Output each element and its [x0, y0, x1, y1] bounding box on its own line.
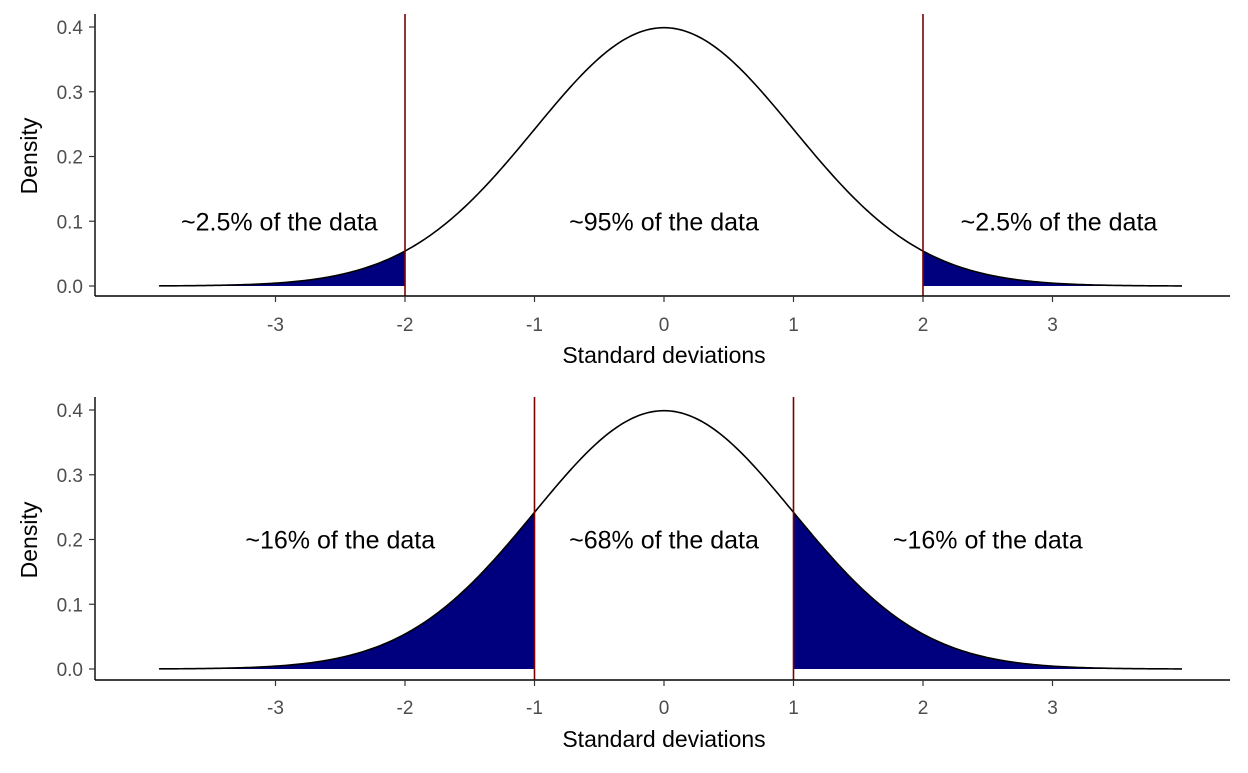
- region-annotation: ~16% of the data: [245, 527, 435, 555]
- density-curve: [158, 26, 1182, 287]
- chart-panel-1: -3 -2 -1 0 1 2 3 0.0 0.1 0.2 0.3 0.4 Standard deviat…: [16, 14, 1230, 368]
- x-tick-label: -3: [267, 698, 284, 719]
- region-annotation: ~2.5% of the data: [181, 208, 378, 236]
- y-tick-label: 0.0: [57, 660, 83, 681]
- x-axis-title: Standard deviations: [562, 342, 765, 368]
- x-tick-label: -3: [267, 315, 284, 336]
- x-axis-title: Standard deviations: [562, 726, 765, 752]
- y-tick-label: 0.0: [57, 277, 83, 298]
- shaded-tail-region: [158, 512, 535, 669]
- region-annotation: ~68% of the data: [569, 527, 759, 555]
- region-annotation: ~2.5% of the data: [961, 208, 1158, 236]
- x-tick-label: 2: [918, 315, 929, 336]
- x-tick-label: -1: [526, 698, 543, 719]
- x-tick-label: 0: [659, 698, 670, 719]
- x-tick-label: -1: [526, 315, 543, 336]
- x-tick-label: 1: [788, 698, 799, 719]
- y-axis-title: Density: [16, 501, 42, 578]
- x-tick-label: 0: [659, 315, 670, 336]
- x-tick-label: 2: [918, 698, 929, 719]
- x-tick-label: 3: [1047, 698, 1058, 719]
- x-tick-label: -2: [397, 315, 414, 336]
- x-tick-label: 3: [1047, 315, 1058, 336]
- shaded-tail-region: [923, 251, 1182, 286]
- y-tick-label: 0.2: [57, 148, 83, 169]
- y-tick-label: 0.4: [57, 401, 84, 422]
- chart-panel-2: -3 -2 -1 0 1 2 3 0.0 0.1 0.2 0.3 0.4 Standard deviat…: [16, 397, 1230, 752]
- y-tick-label: 0.1: [57, 212, 83, 233]
- y-tick-label: 0.2: [57, 531, 83, 552]
- shaded-tail-region: [793, 512, 1182, 669]
- x-tick-label: 1: [788, 315, 799, 336]
- region-annotation: ~95% of the data: [569, 208, 759, 236]
- region-annotation: ~16% of the data: [893, 527, 1083, 555]
- y-tick-label: 0.3: [57, 83, 83, 104]
- x-tick-label: -2: [397, 698, 414, 719]
- y-tick-label: 0.3: [57, 466, 83, 487]
- density-curve: [158, 409, 1182, 670]
- shaded-tail-region: [158, 251, 405, 286]
- y-tick-label: 0.4: [57, 18, 84, 39]
- y-axis-title: Density: [16, 117, 42, 194]
- y-tick-label: 0.1: [57, 595, 83, 616]
